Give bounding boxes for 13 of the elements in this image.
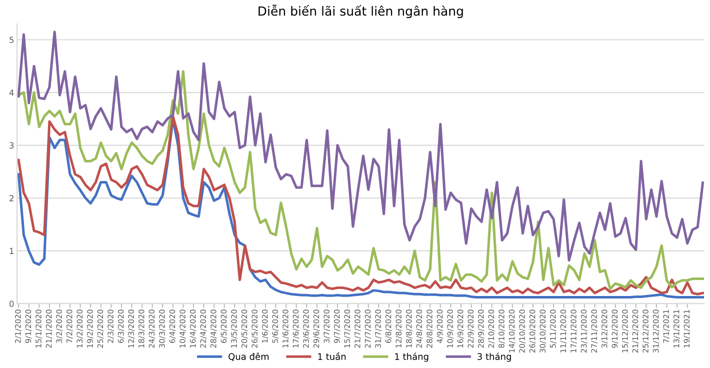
y-tick-label: 0	[10, 300, 14, 307]
legend-label: 1 tháng	[395, 352, 428, 362]
y-tick-label: 3	[10, 142, 14, 149]
y-tick-label: 4	[9, 90, 14, 96]
y-tick-label: 1	[10, 248, 14, 254]
line-series	[17, 70, 704, 290]
line-series	[17, 30, 704, 262]
legend-label: Qua đêm	[228, 352, 269, 361]
legend-label: 3 tháng	[478, 352, 511, 362]
y-tick-label: 2	[10, 195, 14, 202]
legend-label: 1 tuần	[318, 352, 346, 360]
y-tick-label: 5	[10, 36, 14, 44]
chart-title: Diễn biến lãi suất liên ngân hàng	[258, 4, 463, 18]
